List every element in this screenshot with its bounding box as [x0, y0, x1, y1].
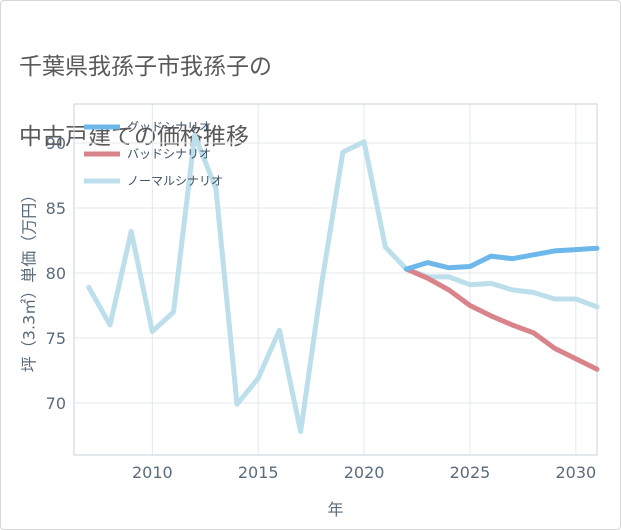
legend-label: バッドシナリオ	[127, 147, 211, 161]
series-line-2	[86, 132, 600, 435]
legend-label: ノーマルシナリオ	[127, 174, 223, 188]
x-tick-label: 2030	[555, 463, 596, 482]
series-line-0	[403, 245, 600, 272]
y-tick-label: 70	[46, 394, 66, 413]
y-tick-label: 80	[46, 264, 66, 283]
legend-label: グッドシナリオ	[127, 120, 211, 134]
y-tick-label: 90	[46, 134, 66, 153]
x-tick-label: 2010	[132, 463, 173, 482]
grid-lines	[74, 104, 597, 455]
x-tick-label: 2025	[450, 463, 491, 482]
chart-title: 千葉県我孫子市我孫子の 中古戸建ての価格推移	[19, 15, 272, 190]
y-tick-label: 75	[46, 329, 66, 348]
x-tick-label: 2015	[238, 463, 279, 482]
x-tick-label: 2020	[344, 463, 385, 482]
series-lines	[86, 132, 600, 435]
axis-ticks: 2010 2015 2020 2025 2030 70 75 80 85 90	[46, 134, 597, 482]
chart-title-line-1: 千葉県我孫子市我孫子の	[19, 54, 272, 80]
y-axis-label: 坪（3.3㎡）単価（万円）	[20, 187, 39, 372]
y-tick-label: 85	[46, 199, 66, 218]
plot-frame	[73, 103, 598, 456]
chart-title-line-2: 中古戸建ての価格推移	[19, 124, 249, 150]
x-axis-label: 年	[327, 500, 343, 519]
series-line-1	[403, 266, 600, 372]
